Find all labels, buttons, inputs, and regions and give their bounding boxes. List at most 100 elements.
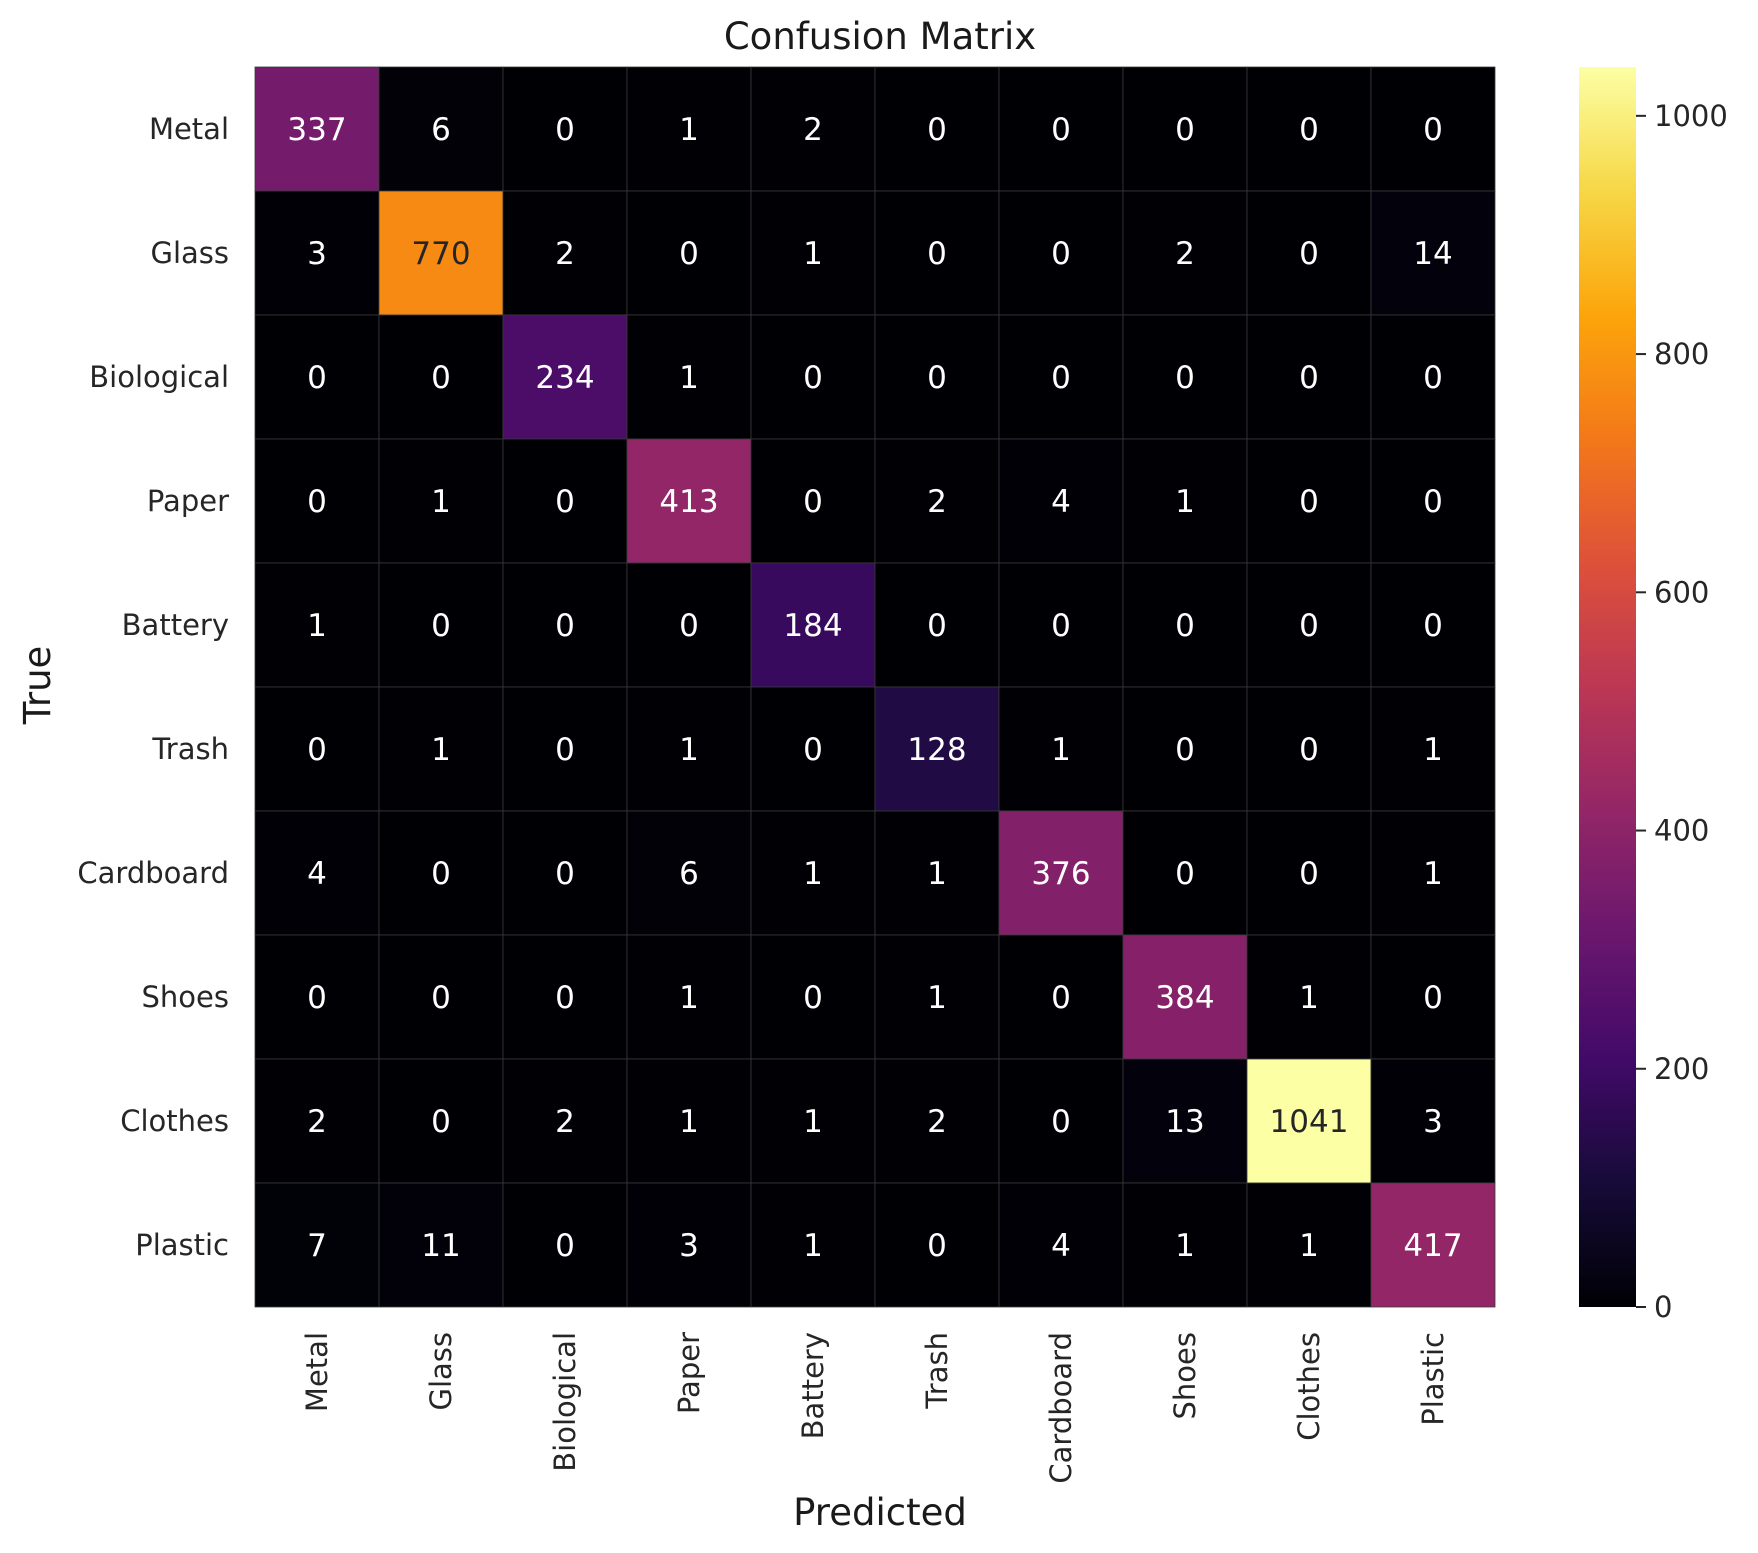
cell-value-label: 2 <box>927 1104 947 1140</box>
cell-value-label: 0 <box>555 980 575 1016</box>
heatmap-cell <box>874 562 1000 688</box>
heatmap-cell <box>378 66 504 192</box>
cell-value-label: 0 <box>1051 360 1071 396</box>
heatmap-cell <box>626 66 752 192</box>
cell-value-label: 0 <box>927 608 947 644</box>
y-tick-label: Plastic <box>135 1228 229 1262</box>
heatmap-cell <box>874 1182 1000 1308</box>
cell-value-label: 0 <box>1423 112 1443 148</box>
heatmap-cell <box>998 562 1124 688</box>
cell-value-label: 0 <box>307 484 327 520</box>
heatmap-cell <box>626 1182 752 1308</box>
y-tick-label: Shoes <box>142 980 229 1014</box>
heatmap-cell <box>1122 810 1248 936</box>
cell-value-label: 2 <box>803 112 823 148</box>
x-axis-label: Predicted <box>793 1491 967 1534</box>
cell-value-label: 0 <box>803 732 823 768</box>
x-tick-label: Biological <box>548 1332 582 1472</box>
cell-value-label: 0 <box>1175 608 1195 644</box>
cell-value-label: 1 <box>307 608 327 644</box>
heatmap-cell <box>378 190 504 316</box>
x-tick-label: Plastic <box>1416 1332 1450 1426</box>
heatmap-cell <box>874 190 1000 316</box>
heatmap-cell <box>1122 438 1248 564</box>
heatmap-cell <box>1370 934 1496 1060</box>
cell-value-label: 2 <box>927 484 947 520</box>
cell-value-label: 2 <box>307 1104 327 1140</box>
cell-value-label: 0 <box>307 980 327 1016</box>
cell-value-label: 0 <box>927 1228 947 1264</box>
heatmap-cell <box>1246 686 1372 812</box>
cell-value-label: 0 <box>927 236 947 272</box>
cell-value-label: 2 <box>555 1104 575 1140</box>
cell-value-label: 0 <box>1299 732 1319 768</box>
cell-value-label: 0 <box>1299 856 1319 892</box>
y-tick-label: Paper <box>147 484 229 518</box>
x-tick-labels: Metal Glass Biological Paper Battery Trash Car… <box>300 1332 1450 1484</box>
cell-value-label: 0 <box>555 608 575 644</box>
x-tick-label: Battery <box>796 1332 830 1439</box>
heatmap-cell <box>998 66 1124 192</box>
x-tick-label: Shoes <box>1168 1332 1202 1419</box>
cell-value-label: 376 <box>1031 856 1090 892</box>
y-tick-label: Metal <box>149 112 229 146</box>
heatmap-cell <box>750 438 876 564</box>
heatmap-cell <box>750 562 876 688</box>
cell-value-label: 0 <box>431 1104 451 1140</box>
cell-value-label: 0 <box>679 236 699 272</box>
cell-value-label: 0 <box>1051 608 1071 644</box>
heatmap-cell <box>502 562 628 688</box>
chart-title: Confusion Matrix <box>724 15 1036 58</box>
cell-value-label: 0 <box>1423 980 1443 1016</box>
cell-value-label: 2 <box>555 236 575 272</box>
cell-value-label: 0 <box>555 484 575 520</box>
heatmap-cell <box>626 190 752 316</box>
cell-value-label: 1 <box>1299 1228 1319 1264</box>
heatmap-cell <box>502 934 628 1060</box>
cell-value-label: 128 <box>907 732 966 768</box>
heatmap-cell <box>502 66 628 192</box>
cell-value-label: 1 <box>679 360 699 396</box>
heatmap-cell <box>626 1058 752 1184</box>
heatmap-cell <box>1246 562 1372 688</box>
x-tick-label: Cardboard <box>1044 1332 1078 1484</box>
heatmap-cell <box>626 438 752 564</box>
cell-value-label: 6 <box>679 856 699 892</box>
heatmap-cell <box>378 1058 504 1184</box>
cell-value-label: 0 <box>1175 732 1195 768</box>
colorbar-tick-label: 1000 <box>1654 99 1728 133</box>
cell-value-label: 6 <box>431 112 451 148</box>
cell-value-label: 0 <box>927 112 947 148</box>
cell-value-label: 1 <box>679 112 699 148</box>
cell-value-label: 0 <box>803 360 823 396</box>
colorbar-ticks: 0 200 400 600 800 1000 <box>1636 99 1728 1324</box>
heatmap-cell <box>1370 562 1496 688</box>
y-tick-label: Glass <box>150 236 229 270</box>
heatmap-cell <box>998 934 1124 1060</box>
heatmap-cell <box>874 686 1000 812</box>
cell-value-label: 0 <box>927 360 947 396</box>
cell-value-label: 3 <box>307 236 327 272</box>
heatmap-cell <box>502 1058 628 1184</box>
x-tick-label: Clothes <box>1292 1332 1326 1441</box>
heatmap-cell <box>750 1058 876 1184</box>
heatmap-cell <box>1246 314 1372 440</box>
heatmap-cell <box>1370 190 1496 316</box>
heatmap-cell <box>1122 1058 1248 1184</box>
cell-value-label: 0 <box>1051 1104 1071 1140</box>
heatmap-cell <box>998 686 1124 812</box>
cell-value-label: 1 <box>1423 732 1443 768</box>
heatmap-cell <box>750 190 876 316</box>
y-tick-label: Biological <box>89 360 229 394</box>
heatmap-cell <box>254 1058 380 1184</box>
heatmap-cell <box>254 1182 380 1308</box>
cell-value-label: 1 <box>1175 484 1195 520</box>
heatmap-cell <box>254 686 380 812</box>
y-tick-label: Trash <box>151 732 229 766</box>
cell-value-label: 0 <box>803 484 823 520</box>
cell-value-label: 4 <box>1051 484 1071 520</box>
heatmap-cell <box>502 190 628 316</box>
heatmap-cell <box>1122 562 1248 688</box>
